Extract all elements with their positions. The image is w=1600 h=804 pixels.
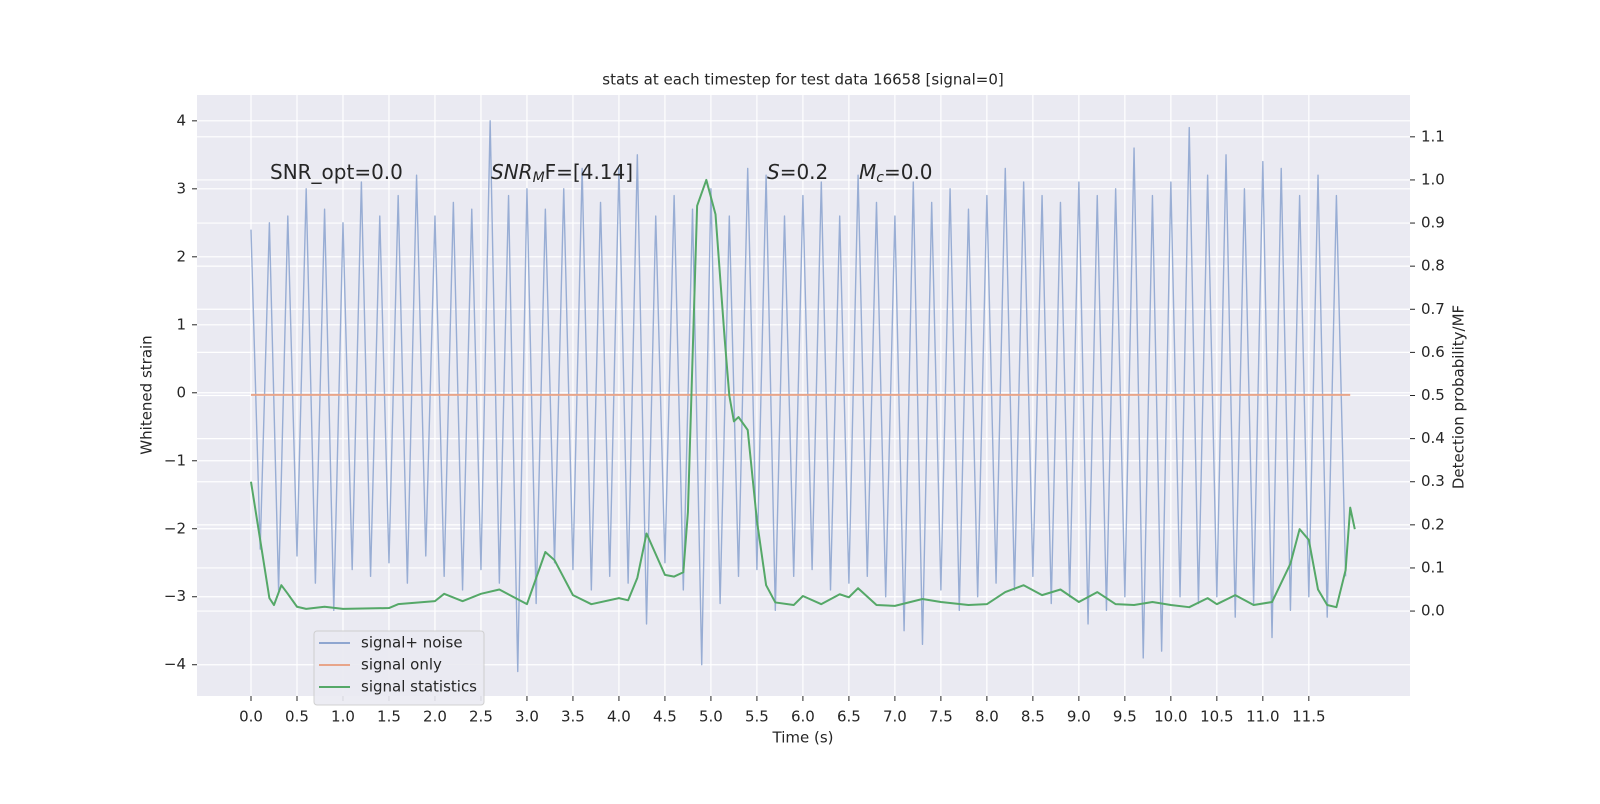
y2-tick-label: 0.6 — [1421, 343, 1445, 361]
x-tick-label: 5.0 — [699, 708, 723, 726]
annotation-rest: =0.2 — [780, 160, 829, 184]
annotation-sub: c — [876, 170, 884, 186]
y-tick-label: −2 — [164, 519, 186, 537]
y-tick-label: 4 — [176, 111, 186, 129]
x-tick-label: 0.5 — [285, 708, 309, 726]
annotation: S=0.2 — [767, 160, 828, 184]
x-tick-label: 7.0 — [883, 708, 907, 726]
y2-tick-label: 0.3 — [1421, 472, 1445, 490]
y-tick-label: 2 — [176, 247, 186, 265]
x-tick-label: 1.5 — [377, 708, 401, 726]
annotation: SNRMF=[4.14] — [491, 160, 633, 187]
y2-tick-label: 1.0 — [1421, 170, 1445, 188]
x-tick-label: 1.0 — [331, 708, 355, 726]
y2-tick-label: 0.1 — [1421, 558, 1445, 576]
x-tick-label: 7.5 — [929, 708, 953, 726]
x-tick-label: 9.0 — [1067, 708, 1091, 726]
x-axis-label: Time (s) — [772, 729, 834, 747]
x-tick-label: 3.5 — [561, 708, 585, 726]
y2-tick-label: 0.8 — [1421, 257, 1445, 275]
annotation-base: M — [859, 160, 876, 184]
legend-label: signal only — [361, 656, 442, 674]
series-line — [250, 120, 1347, 673]
annotation-sub: M — [533, 170, 545, 186]
annotation: Mc=0.0 — [859, 160, 933, 187]
x-tick-label: 8.0 — [975, 708, 999, 726]
y-tick-label: 3 — [176, 179, 186, 197]
annotation-rest: F=[4.14] — [545, 160, 633, 184]
x-tick-label: 10.0 — [1154, 708, 1187, 726]
legend-label: signal statistics — [361, 678, 477, 696]
x-tick-label: 6.0 — [791, 708, 815, 726]
x-tick-label: 9.5 — [1113, 708, 1137, 726]
x-tick-label: 4.0 — [607, 708, 631, 726]
x-tick-label: 6.5 — [837, 708, 861, 726]
y2-tick-label: 0.0 — [1421, 602, 1445, 620]
y-tick-label: 0 — [176, 383, 186, 401]
x-tick-label: 4.5 — [653, 708, 677, 726]
y-axis-label: Whitened strain — [138, 335, 156, 454]
x-tick-label: 5.5 — [745, 708, 769, 726]
annotation-base: S — [767, 160, 780, 184]
y2-tick-label: 0.7 — [1421, 300, 1445, 318]
annotation: SNR_opt=0.0 — [270, 160, 403, 184]
x-tick-label: 2.0 — [423, 708, 447, 726]
y2-tick-label: 0.5 — [1421, 386, 1445, 404]
y-tick-label: −3 — [164, 587, 186, 605]
x-tick-label: 11.0 — [1246, 708, 1279, 726]
x-tick-label: 3.0 — [515, 708, 539, 726]
y2-tick-label: 1.1 — [1421, 127, 1445, 145]
y2-tick-label: 0.4 — [1421, 429, 1445, 447]
y-tick-label: −4 — [164, 655, 186, 673]
y2-tick-label: 0.9 — [1421, 214, 1445, 232]
y-tick-label: −1 — [164, 451, 186, 469]
legend-box — [313, 630, 485, 706]
x-tick-label: 2.5 — [469, 708, 493, 726]
y-tick-label: 1 — [176, 315, 186, 333]
legend-label: signal+ noise — [361, 634, 463, 652]
y2-axis-label: Detection probability/MF — [1450, 305, 1468, 489]
x-tick-label: 11.5 — [1292, 708, 1325, 726]
chart-title: stats at each timestep for test data 166… — [602, 71, 1003, 89]
x-tick-label: 8.5 — [1021, 708, 1045, 726]
x-tick-label: 10.5 — [1200, 708, 1233, 726]
series-line — [250, 178, 1356, 610]
annotation-text: SNR_opt=0.0 — [270, 160, 403, 184]
x-tick-label: 0.0 — [239, 708, 263, 726]
annotation-base: SNR — [491, 160, 533, 184]
y2-tick-label: 0.2 — [1421, 515, 1445, 533]
annotation-rest: =0.0 — [884, 160, 933, 184]
